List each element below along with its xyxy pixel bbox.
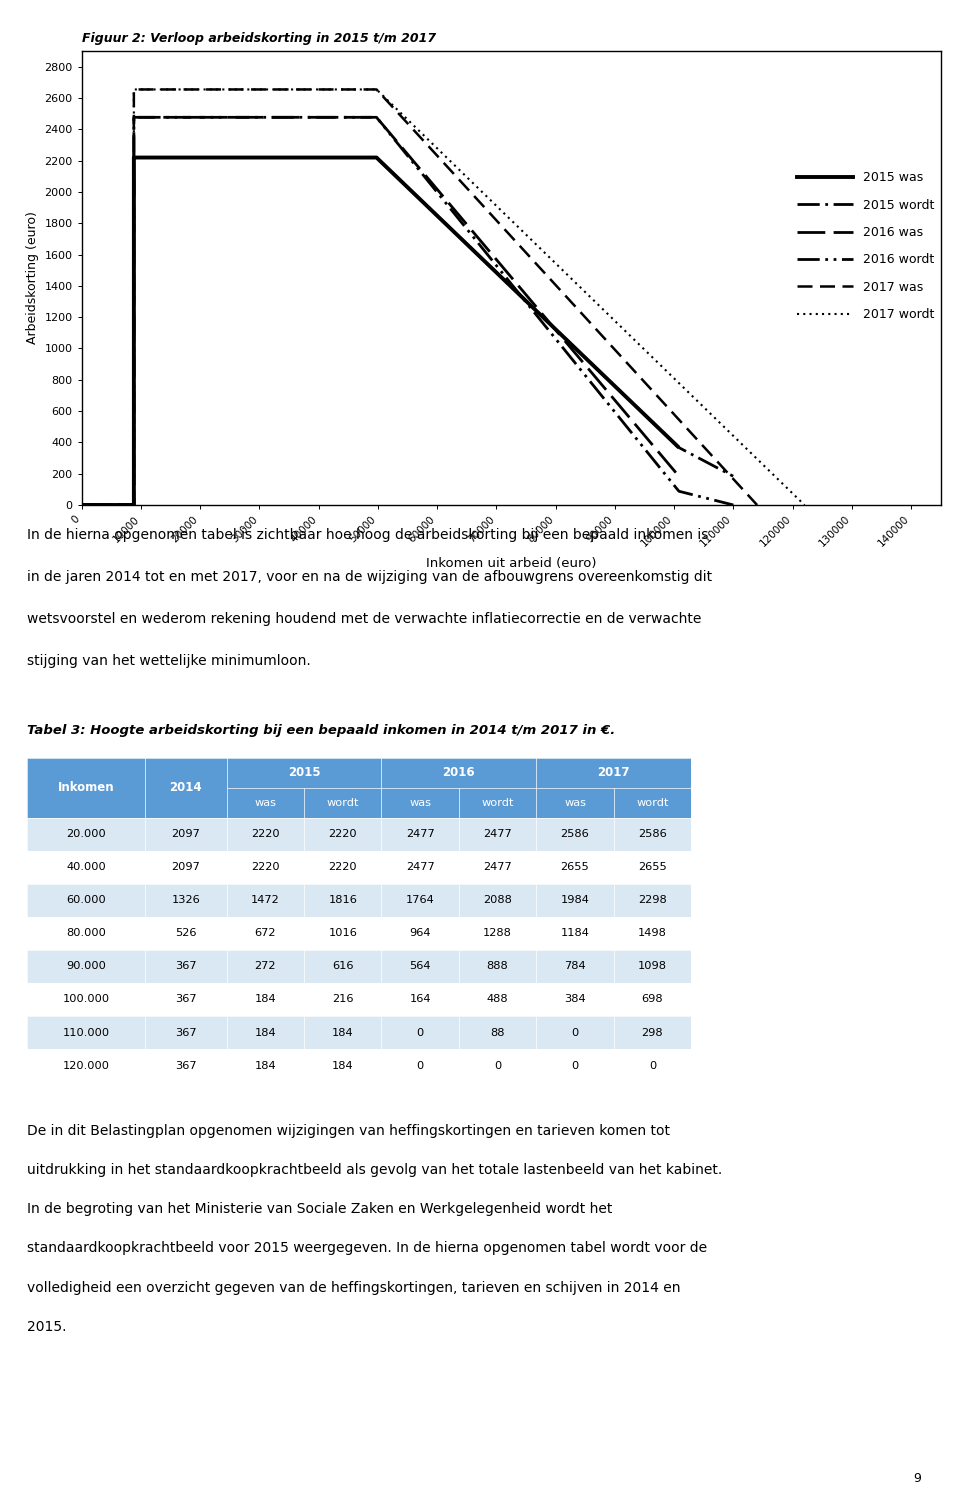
Text: 184: 184 (254, 1061, 276, 1070)
Text: 2477: 2477 (406, 863, 435, 872)
Text: 1816: 1816 (328, 896, 357, 905)
Text: 888: 888 (487, 962, 509, 971)
Text: wordt: wordt (481, 798, 514, 807)
Text: 184: 184 (332, 1061, 353, 1070)
Text: 2655: 2655 (561, 863, 589, 872)
Text: 1288: 1288 (483, 929, 512, 938)
Text: 784: 784 (564, 962, 586, 971)
Text: 2220: 2220 (328, 863, 357, 872)
Text: 2298: 2298 (638, 896, 667, 905)
Text: 2220: 2220 (251, 863, 279, 872)
Text: 2477: 2477 (406, 830, 435, 839)
Text: wetsvoorstel en wederom rekening houdend met de verwachte inflatiecorrectie en d: wetsvoorstel en wederom rekening houdend… (27, 612, 701, 625)
Text: 2016: 2016 (443, 767, 475, 779)
Text: 672: 672 (254, 929, 276, 938)
Text: 216: 216 (332, 995, 353, 1004)
Text: 698: 698 (641, 995, 663, 1004)
Text: 2655: 2655 (638, 863, 667, 872)
Text: 2097: 2097 (172, 863, 201, 872)
Text: 80.000: 80.000 (66, 929, 106, 938)
Text: wordt: wordt (636, 798, 669, 807)
Text: 20.000: 20.000 (66, 830, 106, 839)
Text: 60.000: 60.000 (66, 896, 106, 905)
Text: 1326: 1326 (172, 896, 201, 905)
Text: 1764: 1764 (406, 896, 435, 905)
Text: 564: 564 (409, 962, 431, 971)
Text: 184: 184 (254, 1028, 276, 1037)
Text: 2586: 2586 (561, 830, 589, 839)
Text: Figuur 2: Verloop arbeidskorting in 2015 t/m 2017: Figuur 2: Verloop arbeidskorting in 2015… (82, 32, 436, 45)
Text: 2477: 2477 (483, 830, 512, 839)
Legend: 2015 was, 2015 wordt, 2016 was, 2016 wordt, 2017 was, 2017 wordt: 2015 was, 2015 wordt, 2016 was, 2016 wor… (797, 171, 934, 322)
Text: 2017: 2017 (597, 767, 630, 779)
Text: volledigheid een overzicht gegeven van de heffingskortingen, tarieven en schijve: volledigheid een overzicht gegeven van d… (27, 1281, 681, 1294)
Text: 1472: 1472 (251, 896, 279, 905)
Text: in de jaren 2014 tot en met 2017, voor en na de wijziging van de afbouwgrens ove: in de jaren 2014 tot en met 2017, voor e… (27, 570, 712, 583)
Text: 2014: 2014 (170, 782, 203, 794)
Text: 2586: 2586 (638, 830, 667, 839)
Text: 298: 298 (641, 1028, 663, 1037)
Text: 2097: 2097 (172, 830, 201, 839)
Text: 2220: 2220 (251, 830, 279, 839)
Text: 110.000: 110.000 (62, 1028, 109, 1037)
Text: 184: 184 (254, 995, 276, 1004)
Text: 88: 88 (491, 1028, 505, 1037)
Text: 616: 616 (332, 962, 353, 971)
Text: uitdrukking in het standaardkoopkrachtbeeld als gevolg van het totale lastenbeel: uitdrukking in het standaardkoopkrachtbe… (27, 1163, 722, 1177)
Text: In de begroting van het Ministerie van Sociale Zaken en Werkgelegenheid wordt he: In de begroting van het Ministerie van S… (27, 1202, 612, 1216)
Text: 9: 9 (914, 1471, 922, 1485)
Text: 0: 0 (494, 1061, 501, 1070)
Text: Inkomen: Inkomen (58, 782, 114, 794)
Text: 964: 964 (409, 929, 431, 938)
Text: 1016: 1016 (328, 929, 357, 938)
Text: 2477: 2477 (483, 863, 512, 872)
Text: 2088: 2088 (483, 896, 512, 905)
Text: 2220: 2220 (328, 830, 357, 839)
Text: De in dit Belastingplan opgenomen wijzigingen van heffingskortingen en tarieven : De in dit Belastingplan opgenomen wijzig… (27, 1124, 670, 1138)
Text: standaardkoopkrachtbeeld voor 2015 weergegeven. In de hierna opgenomen tabel wor: standaardkoopkrachtbeeld voor 2015 weerg… (27, 1241, 707, 1255)
Text: 164: 164 (409, 995, 431, 1004)
Text: wordt: wordt (326, 798, 359, 807)
Text: 0: 0 (649, 1061, 656, 1070)
Text: stijging van het wettelijke minimumloon.: stijging van het wettelijke minimumloon. (27, 654, 311, 667)
Text: 367: 367 (175, 962, 197, 971)
Text: 367: 367 (175, 1061, 197, 1070)
Y-axis label: Arbeidskorting (euro): Arbeidskorting (euro) (26, 212, 38, 344)
Text: 0: 0 (417, 1028, 423, 1037)
Text: was: was (564, 798, 586, 807)
Text: 90.000: 90.000 (66, 962, 106, 971)
Text: 1184: 1184 (561, 929, 589, 938)
Text: was: was (254, 798, 276, 807)
Text: 0: 0 (571, 1028, 579, 1037)
Text: Tabel 3: Hoogte arbeidskorting bij een bepaald inkomen in 2014 t/m 2017 in €.: Tabel 3: Hoogte arbeidskorting bij een b… (27, 724, 615, 738)
X-axis label: Inkomen uit arbeid (euro): Inkomen uit arbeid (euro) (426, 558, 596, 570)
Text: 2015: 2015 (288, 767, 321, 779)
Text: 367: 367 (175, 995, 197, 1004)
Text: 1984: 1984 (561, 896, 589, 905)
Text: 488: 488 (487, 995, 509, 1004)
Text: 184: 184 (332, 1028, 353, 1037)
Text: 0: 0 (417, 1061, 423, 1070)
Text: 384: 384 (564, 995, 586, 1004)
Text: 120.000: 120.000 (62, 1061, 109, 1070)
Text: 526: 526 (175, 929, 197, 938)
Text: 1098: 1098 (638, 962, 667, 971)
Text: 272: 272 (254, 962, 276, 971)
Text: 2015.: 2015. (27, 1320, 66, 1333)
Text: 367: 367 (175, 1028, 197, 1037)
Text: 0: 0 (571, 1061, 579, 1070)
Text: 40.000: 40.000 (66, 863, 106, 872)
Text: was: was (409, 798, 431, 807)
Text: In de hierna opgenomen tabel is zichtbaar hoe hoog de arbeidskorting bij een bep: In de hierna opgenomen tabel is zichtbaa… (27, 528, 708, 541)
Text: 100.000: 100.000 (62, 995, 109, 1004)
Text: 1498: 1498 (638, 929, 667, 938)
